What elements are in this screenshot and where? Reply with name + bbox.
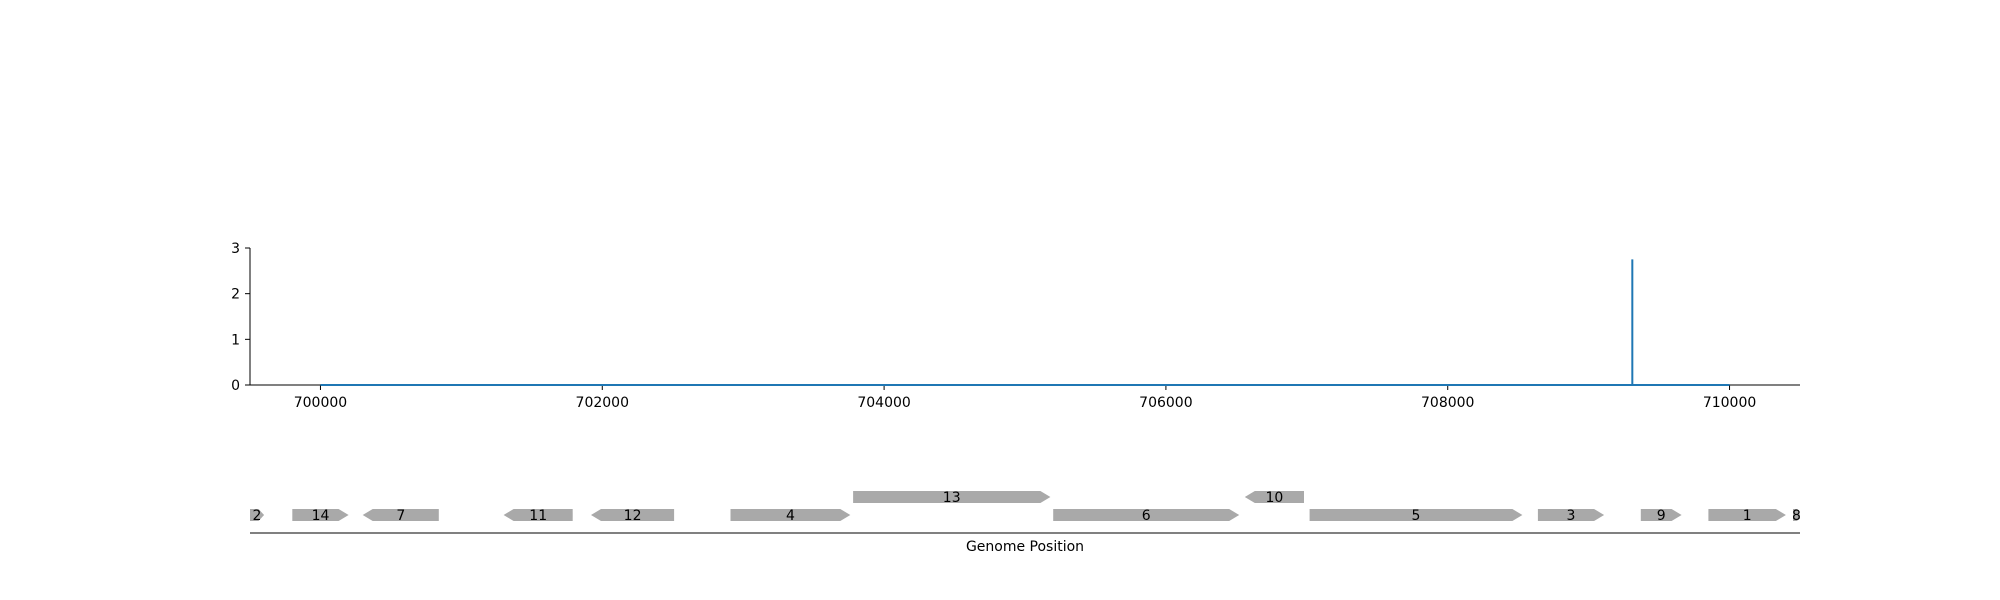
y-tick-label: 3 xyxy=(231,241,240,257)
gene-label: 12 xyxy=(624,508,642,524)
gene-label: 1 xyxy=(1743,508,1752,524)
gene-arrow xyxy=(730,509,851,521)
gene-label: 14 xyxy=(312,508,330,524)
gene-arrow xyxy=(362,509,439,521)
gene-arrow xyxy=(1309,509,1523,521)
gene-label: 3 xyxy=(1567,508,1576,524)
gene-label: 7 xyxy=(396,508,405,524)
y-tick-label: 2 xyxy=(231,287,240,303)
gene-arrow xyxy=(250,509,265,521)
gene-arrow xyxy=(292,509,349,521)
y-tick-label: 1 xyxy=(231,332,240,348)
gene-label: 5 xyxy=(1412,508,1421,524)
x-tick-label: 704000 xyxy=(857,395,910,411)
gene-label: 10 xyxy=(1265,490,1283,506)
gene-arrow xyxy=(591,509,675,521)
gene-arrow xyxy=(1793,509,1800,521)
gene-track-xlabel: Genome Position xyxy=(966,539,1084,555)
gene-arrow xyxy=(1708,509,1786,521)
gene-arrow xyxy=(1537,509,1605,521)
x-tick-label: 710000 xyxy=(1703,395,1756,411)
gene-arrow xyxy=(1640,509,1682,521)
x-tick-label: 702000 xyxy=(576,395,629,411)
gene-label: 9 xyxy=(1657,508,1666,524)
gene-arrow xyxy=(503,509,573,521)
gene-label: 13 xyxy=(943,490,961,506)
gene-label: 2 xyxy=(253,508,262,524)
x-tick-label: 708000 xyxy=(1421,395,1474,411)
coverage-line xyxy=(320,259,1730,386)
coverage-plot: 0 1 2 3 700000 702000 704000 706000 708000 710000 xyxy=(231,241,1800,411)
x-tick-label: 706000 xyxy=(1139,395,1192,411)
gene-arrow xyxy=(1053,509,1240,521)
gene-arrow xyxy=(853,491,1051,503)
y-tick-label: 0 xyxy=(231,378,240,394)
x-tick-label: 700000 xyxy=(294,395,347,411)
gene-label: 8 xyxy=(1792,508,1801,524)
gene-label: 11 xyxy=(529,508,547,524)
gene-track: 2 14 7 11 12 4 13 6 10 5 3 9 1 8 Genome Position xyxy=(250,490,1801,555)
gene-label: 4 xyxy=(786,508,795,524)
gene-arrow xyxy=(1244,491,1304,503)
gene-label: 6 xyxy=(1142,508,1151,524)
